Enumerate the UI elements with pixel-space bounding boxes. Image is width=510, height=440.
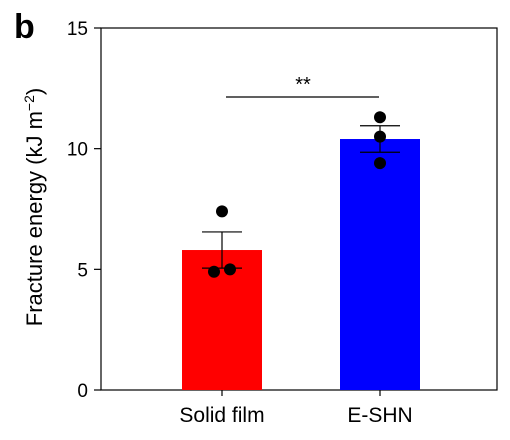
y-axis-label: Fracture energy (kJ m−2): [21, 88, 47, 326]
y-axis-label-close: ): [22, 88, 47, 95]
plot-area: 0 5 10 15 Solid film E-SHN **: [67, 19, 498, 427]
y-tick-label-0: 0: [77, 381, 88, 402]
y-tick-label-1: 5: [77, 260, 88, 281]
data-point-0-0: [216, 205, 228, 218]
x-tick-label-1: E-SHN: [347, 404, 412, 427]
y-tick-label-3: 15: [67, 19, 88, 40]
data-point-1-0: [374, 111, 386, 124]
y-axis-label-superscript: −2: [21, 95, 37, 111]
bar-1: [340, 139, 420, 390]
y-tick-label-2: 10: [67, 140, 88, 161]
plot-frame: [100, 27, 498, 391]
data-point-1-1: [374, 130, 386, 143]
significance-label: **: [295, 74, 311, 96]
y-axis-label-main: Fracture energy (kJ m: [22, 111, 47, 326]
data-point-0-1: [208, 265, 220, 278]
panel-letter: b: [14, 8, 35, 46]
data-point-1-2: [374, 157, 386, 170]
x-tick-label-0: Solid film: [179, 404, 264, 427]
data-point-0-2: [224, 263, 236, 276]
bar-0: [182, 250, 262, 390]
